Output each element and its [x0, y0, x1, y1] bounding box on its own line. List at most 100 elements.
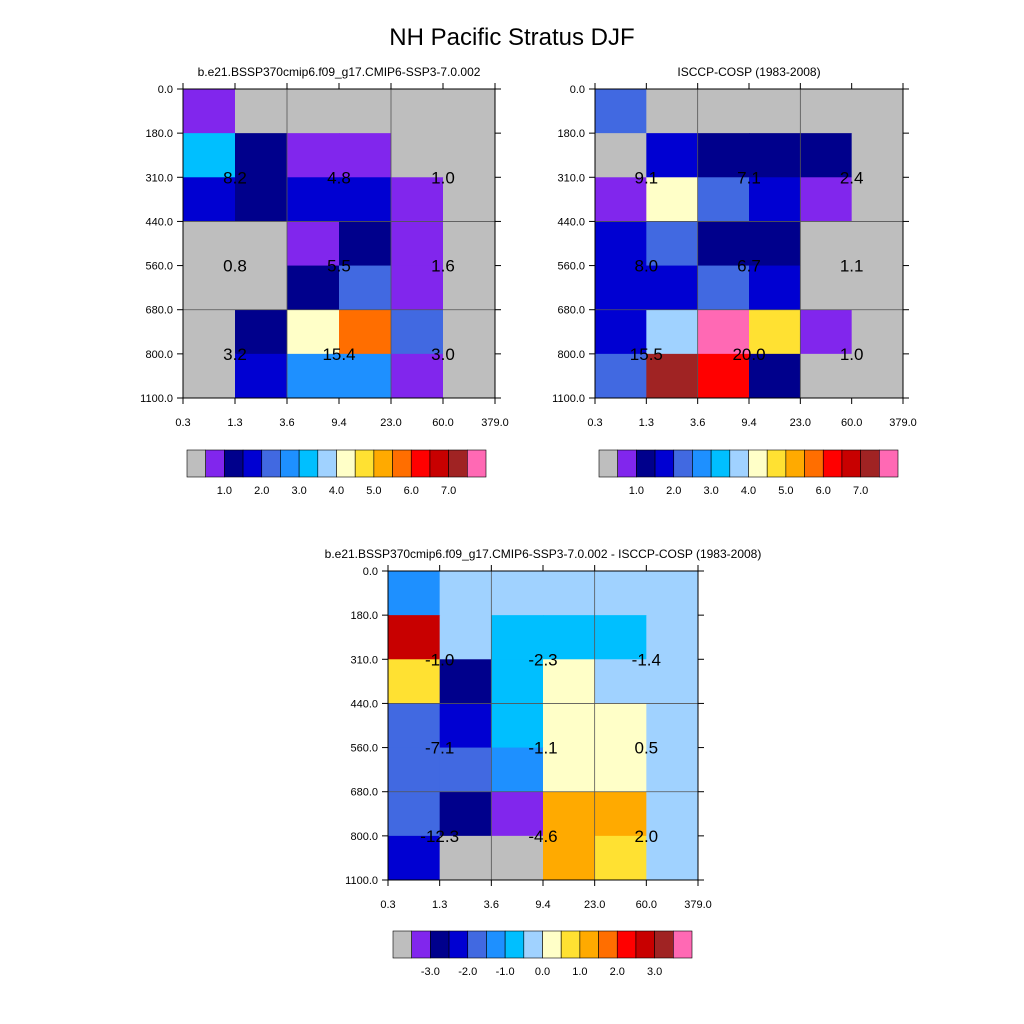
x-tick-label: 23.0 — [584, 899, 605, 911]
colorbar-box — [673, 930, 693, 959]
colorbar-box — [354, 449, 375, 478]
colorbar-box — [598, 930, 618, 959]
heatmap-cell — [543, 571, 596, 616]
heatmap-cell — [287, 177, 340, 222]
colorbar-box — [729, 449, 749, 478]
heatmap-cell — [391, 309, 444, 355]
heatmap-cell — [287, 221, 340, 267]
colorbar-box — [748, 449, 768, 478]
heatmap-cell — [646, 659, 699, 704]
y-tick-label: 680.0 — [350, 787, 378, 799]
x-tick-label: 23.0 — [790, 417, 811, 429]
heatmap-cell — [235, 353, 288, 399]
colorbar-box — [373, 449, 393, 478]
heatmap-cell — [594, 571, 647, 616]
heatmap-cell — [800, 177, 853, 222]
heatmap-cell — [388, 615, 441, 660]
colorbar-box — [822, 449, 843, 478]
colorbar-label: 7.0 — [853, 485, 868, 497]
heatmap-cell — [439, 571, 492, 616]
colorbar-box — [392, 930, 412, 959]
heatmap-cell — [183, 265, 236, 311]
heatmap-cell — [594, 747, 647, 793]
colorbar-box — [785, 449, 805, 478]
block-value-label: 4.8 — [327, 168, 351, 187]
heatmap-cell — [543, 703, 596, 749]
block-value-label: 1.6 — [431, 257, 455, 276]
colorbar-box — [598, 449, 618, 478]
heatmap-cell — [235, 309, 288, 355]
colorbar-box — [804, 449, 824, 478]
y-tick-label: 680.0 — [557, 305, 585, 317]
x-tick-label: 1.3 — [227, 417, 242, 429]
colorbar-box — [280, 449, 300, 478]
heatmap-cell — [391, 177, 444, 222]
colorbar-label: 2.0 — [666, 485, 681, 497]
y-tick-label: 1100.0 — [140, 393, 173, 405]
colorbar-label: -3.0 — [421, 966, 440, 978]
heatmap-cell — [595, 133, 647, 178]
heatmap-cell — [439, 791, 492, 837]
heatmap-cell — [443, 89, 496, 134]
block-value-label: -12.3 — [420, 827, 459, 846]
heatmap-cell — [749, 221, 801, 267]
y-tick-label: 560.0 — [145, 261, 173, 273]
x-tick-label: 379.0 — [684, 899, 712, 911]
colorbar-label: 2.0 — [254, 485, 269, 497]
heatmap-cell — [800, 89, 853, 134]
colorbar-box — [429, 449, 449, 478]
heatmap-cell — [339, 177, 392, 222]
x-tick-label: 3.6 — [279, 417, 294, 429]
block-value-label: 0.5 — [635, 739, 659, 758]
heatmap-cell — [595, 309, 647, 355]
panels-group: b.e21.BSSP370cmip6.f09_g17.CMIP6-SSP3-7.… — [140, 65, 917, 978]
x-tick-label: 379.0 — [481, 417, 509, 429]
heatmap-cell — [388, 791, 441, 837]
colorbar-box — [336, 449, 356, 478]
x-tick-label: 0.3 — [380, 899, 395, 911]
heatmap-cell — [697, 265, 750, 311]
block-value-label: 15.5 — [630, 345, 663, 364]
block-value-label: -1.4 — [632, 650, 661, 669]
heatmap-cell — [646, 703, 699, 749]
block-value-label: 8.0 — [635, 257, 659, 276]
heatmap-cell — [697, 177, 750, 222]
panel-title: b.e21.BSSP370cmip6.f09_g17.CMIP6-SSP3-7.… — [198, 65, 481, 79]
heatmap-cell — [800, 133, 853, 178]
heatmap-cell — [443, 221, 496, 267]
colorbar-box — [654, 449, 675, 478]
heatmap-cell — [388, 747, 441, 793]
colorbar-box — [879, 449, 899, 478]
heatmap-cell — [491, 747, 544, 793]
colorbar-box — [542, 930, 562, 959]
heatmap-cell — [491, 659, 544, 704]
heatmap-cell — [339, 221, 392, 267]
colorbar-box — [317, 449, 337, 478]
panel-title: b.e21.BSSP370cmip6.f09_g17.CMIP6-SSP3-7.… — [325, 547, 762, 561]
colorbar-label: 6.0 — [404, 485, 419, 497]
heatmap-cell — [646, 571, 699, 616]
heatmap-cell — [697, 89, 750, 134]
heatmap-cell — [595, 89, 647, 134]
y-tick-label: 0.0 — [363, 566, 378, 578]
heatmap-cell — [697, 133, 750, 178]
panel-1: ISCCP-COSP (1983-2008) 0.3 1.3 3.6 9.4 23.0 60… — [552, 65, 917, 497]
heatmap-cell — [594, 659, 647, 704]
colorbar-box — [692, 449, 712, 478]
heatmap-cell — [646, 89, 699, 134]
y-tick-label: 310.0 — [145, 172, 173, 184]
heatmap-cell — [646, 221, 699, 267]
colorbar-label: 3.0 — [703, 485, 718, 497]
colorbar-box — [617, 449, 637, 478]
colorbar-box — [205, 449, 225, 478]
heatmap-cell — [851, 89, 904, 134]
heatmap-cell — [646, 747, 699, 793]
colorbar-box — [242, 449, 263, 478]
y-tick-label: 180.0 — [350, 610, 378, 622]
colorbar-label: -2.0 — [458, 966, 477, 978]
heatmap-cell — [595, 353, 647, 399]
heatmap-cell — [851, 265, 904, 311]
heatmap-cell — [443, 133, 496, 178]
block-value-label: -1.0 — [425, 650, 454, 669]
